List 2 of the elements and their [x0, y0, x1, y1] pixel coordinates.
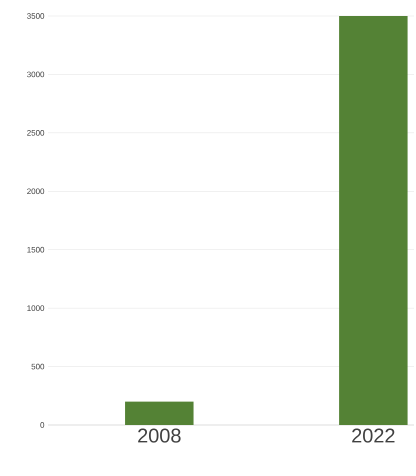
x-tick-label: 2022	[352, 428, 394, 443]
x-tick-label: 2008	[138, 428, 181, 443]
